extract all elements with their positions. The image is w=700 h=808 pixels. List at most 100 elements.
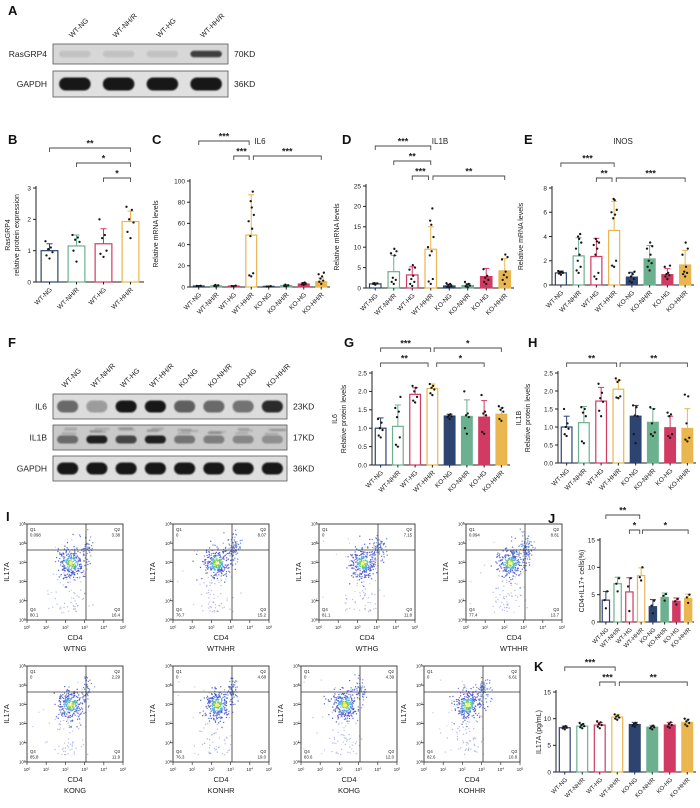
svg-text:Q4: Q4: [30, 749, 36, 754]
svg-text:104: 104: [247, 766, 254, 772]
svg-text:2.29: 2.29: [112, 675, 121, 680]
svg-text:***: ***: [582, 154, 593, 164]
svg-text:CD4: CD4: [67, 633, 82, 642]
svg-text:Q3: Q3: [406, 607, 412, 612]
svg-text:0: 0: [427, 675, 430, 680]
svg-text:0: 0: [181, 284, 185, 291]
svg-text:105: 105: [120, 766, 127, 772]
svg-text:100: 100: [24, 624, 31, 630]
svg-text:WTNHR: WTNHR: [207, 644, 235, 653]
svg-text:6: 6: [543, 210, 547, 217]
svg-text:105: 105: [311, 521, 318, 527]
svg-text:**: **: [588, 354, 596, 364]
svg-text:**: **: [619, 506, 627, 516]
scatter-cloud: [432, 676, 493, 756]
svg-text:IL17A: IL17A: [148, 562, 157, 582]
svg-text:0.0: 0.0: [544, 460, 553, 467]
svg-text:3.38: 3.38: [112, 533, 121, 538]
svg-text:Q1: Q1: [322, 527, 328, 532]
svg-text:0: 0: [322, 533, 325, 538]
svg-text:104: 104: [311, 540, 318, 546]
svg-text:12.0: 12.0: [386, 755, 395, 760]
svg-text:Q3: Q3: [114, 607, 120, 612]
svg-text:INOS: INOS: [613, 137, 633, 146]
svg-text:10: 10: [544, 716, 552, 723]
panel-f-western-blot: WT-NG WT-NH/R WT-HG WT-HH/R KO-NG KO-NH/R KO-H…: [17, 361, 314, 482]
scatter-cloud: [176, 529, 243, 613]
scatter-cloud: [177, 677, 239, 756]
svg-text:0: 0: [547, 769, 551, 776]
svg-text:60: 60: [178, 221, 186, 228]
svg-text:25: 25: [354, 183, 362, 190]
svg-text:104: 104: [165, 682, 172, 688]
svg-text:CD4: CD4: [213, 633, 228, 642]
panel-a-label: A: [8, 3, 18, 18]
svg-text:WT-HH/R: WT-HH/R: [198, 11, 226, 39]
svg-text:0: 0: [357, 285, 361, 292]
panel-b-label: B: [8, 132, 18, 147]
svg-text:0: 0: [27, 279, 31, 286]
svg-text:Q1: Q1: [30, 527, 36, 532]
svg-text:102: 102: [19, 721, 26, 727]
svg-text:100: 100: [463, 624, 470, 630]
svg-text:Q1: Q1: [469, 527, 475, 532]
svg-text:WTHHR: WTHHR: [500, 644, 528, 653]
svg-text:102: 102: [416, 721, 423, 727]
svg-text:8: 8: [543, 185, 547, 192]
svg-text:20: 20: [178, 263, 186, 270]
svg-text:15: 15: [588, 537, 596, 544]
svg-text:1.0: 1.0: [544, 424, 553, 431]
svg-text:**: **: [465, 167, 473, 177]
svg-text:102: 102: [311, 579, 318, 585]
svg-text:104: 104: [393, 624, 400, 630]
svg-text:100: 100: [316, 624, 323, 630]
svg-text:*: *: [102, 154, 106, 164]
svg-text:5: 5: [547, 743, 551, 750]
svg-text:103: 103: [520, 624, 527, 630]
svg-text:RasGRP4: RasGRP4: [5, 219, 12, 251]
svg-text:101: 101: [293, 740, 300, 746]
svg-text:101: 101: [440, 766, 447, 772]
svg-text:102: 102: [62, 766, 69, 772]
svg-text:76.7: 76.7: [176, 613, 185, 618]
svg-text:20: 20: [354, 204, 362, 211]
svg-text:101: 101: [43, 766, 50, 772]
svg-text:105: 105: [416, 663, 423, 669]
svg-text:Q3: Q3: [511, 749, 517, 754]
svg-text:105: 105: [293, 663, 300, 669]
svg-text:CD4: CD4: [506, 633, 521, 642]
svg-text:Relative protein levels: Relative protein levels: [525, 383, 532, 452]
svg-text:82.6: 82.6: [427, 755, 436, 760]
svg-text:Q4: Q4: [322, 607, 328, 612]
svg-text:***: ***: [236, 147, 247, 157]
svg-text:IL17A: IL17A: [2, 704, 11, 724]
svg-text:102: 102: [293, 721, 300, 727]
svg-text:***: ***: [602, 673, 613, 683]
svg-text:2.5: 2.5: [358, 370, 367, 377]
svg-text:100: 100: [311, 617, 318, 623]
svg-text:104: 104: [293, 682, 300, 688]
svg-text:102: 102: [354, 624, 361, 630]
svg-text:105: 105: [559, 624, 566, 630]
svg-text:1.0: 1.0: [358, 426, 367, 433]
svg-text:1.5: 1.5: [544, 406, 553, 413]
svg-text:Relative protein levels: Relative protein levels: [341, 384, 348, 453]
svg-text:100: 100: [19, 759, 26, 765]
svg-text:0.094: 0.094: [469, 533, 480, 538]
panel-b-bar-chart: 0 1 2 3 RasGRP4 relative protein expression WT…: [5, 139, 144, 311]
svg-text:11.8: 11.8: [404, 613, 413, 618]
svg-text:104: 104: [19, 540, 26, 546]
panel-h-label: H: [528, 335, 538, 350]
svg-text:0: 0: [30, 675, 33, 680]
svg-text:**: **: [401, 354, 409, 364]
svg-text:102: 102: [208, 624, 215, 630]
svg-text:***: ***: [585, 658, 596, 668]
svg-text:**: **: [86, 139, 94, 149]
svg-text:10: 10: [588, 565, 596, 572]
svg-text:105: 105: [165, 521, 172, 527]
svg-text:101: 101: [19, 598, 26, 604]
svg-text:CD4: CD4: [67, 775, 82, 784]
